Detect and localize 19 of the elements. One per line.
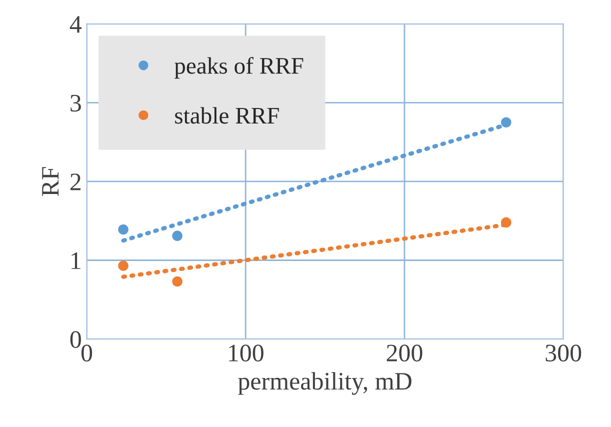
point xyxy=(118,260,128,271)
x-axis-title: permeability, mD xyxy=(238,372,412,395)
y-tick-label: 2 xyxy=(70,174,81,190)
x-tick-label: 300 xyxy=(546,344,582,362)
point xyxy=(501,117,512,128)
x-tick-label: 200 xyxy=(386,344,422,362)
y-tick-label: 0 xyxy=(70,331,81,348)
legend-label: stable RRF xyxy=(175,107,279,124)
x-tick-label: 100 xyxy=(229,344,264,362)
y-tick-label: 3 xyxy=(70,94,81,112)
point xyxy=(172,230,182,241)
y-axis-title: RF xyxy=(42,167,59,196)
x-tick-label: 0 xyxy=(81,344,92,362)
point xyxy=(172,276,182,287)
y-tick-label: 4 xyxy=(70,16,82,33)
point xyxy=(501,217,512,228)
y-tick-label: 1 xyxy=(72,252,80,269)
legend-label: peaks of RRF xyxy=(174,56,304,79)
point xyxy=(118,224,128,235)
